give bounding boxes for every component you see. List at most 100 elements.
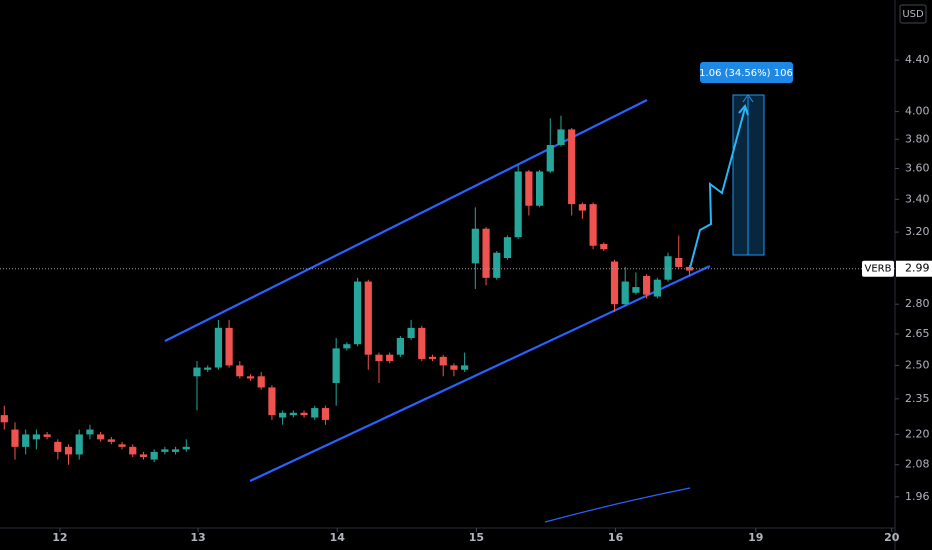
x-tick-label: 15 — [469, 531, 484, 544]
measure-arrow-head — [742, 94, 754, 103]
candle-body — [546, 144, 554, 172]
candle-body — [193, 367, 201, 377]
candle-body — [32, 434, 40, 440]
candle-body — [535, 171, 544, 206]
candle-body — [493, 252, 501, 278]
candle-body — [675, 258, 683, 267]
currency-box — [899, 4, 927, 24]
y-tick-label: 2.08 — [905, 458, 930, 471]
candle-body — [461, 365, 469, 370]
candle-body — [129, 446, 137, 455]
candle-body — [257, 376, 265, 388]
candle-body — [64, 446, 73, 455]
candle-body — [54, 441, 62, 452]
axes: 1.96 2.08 2.20 2.35 2.50 2.65 2.80 3.20 3.40 3.60… — [0, 53, 932, 544]
channel-lower — [249, 265, 711, 482]
candle-body — [643, 276, 651, 295]
candle-body — [161, 449, 169, 452]
candle-body — [450, 365, 458, 370]
measure-label: 1.06 (34.56%) 106 — [699, 68, 793, 79]
candle-body — [632, 287, 640, 293]
y-tick-label: 3.40 — [905, 192, 930, 205]
candle-body — [246, 376, 255, 379]
y-tick-label: 2.80 — [905, 297, 930, 310]
symbol-label: VERB — [865, 264, 892, 275]
candle-body — [214, 327, 222, 368]
candle-body — [236, 365, 244, 377]
candle-body — [557, 129, 565, 145]
candles — [0, 115, 694, 465]
candle-body — [150, 451, 158, 460]
candle-body — [22, 434, 30, 447]
candle-body — [204, 367, 212, 370]
y-tick-label: 4.00 — [905, 105, 930, 118]
candle-body — [621, 281, 629, 305]
candle-body — [118, 444, 126, 447]
candle-body — [578, 204, 586, 211]
candle-body — [685, 266, 694, 271]
x-tick-label: 13 — [190, 531, 205, 544]
moving-average — [544, 487, 691, 523]
measure-label-box — [700, 62, 793, 83]
candle-body — [75, 434, 83, 455]
currency: USD — [902, 9, 924, 20]
y-tick-label: 2.50 — [905, 358, 930, 371]
channel-upper — [164, 99, 648, 342]
candle-body — [418, 327, 426, 359]
candle-body — [396, 338, 404, 355]
x-tick-label: 14 — [330, 531, 346, 544]
candle-body — [514, 171, 522, 238]
y-tick-label: 4.40 — [905, 53, 930, 66]
y-tick-label: 2.65 — [905, 327, 930, 340]
y-tick-label: 1.96 — [905, 490, 930, 503]
y-tick-label: 2.35 — [905, 392, 930, 405]
candle-body — [43, 434, 51, 437]
candle-body — [482, 228, 490, 278]
symbol-box — [862, 260, 894, 277]
y-tick-label: 2.20 — [905, 427, 930, 440]
candle-body — [0, 415, 8, 423]
candle-body — [321, 408, 330, 420]
candle-body — [375, 354, 383, 362]
y-tick-label: 3.80 — [905, 132, 930, 145]
candle-body — [279, 412, 287, 418]
candle-body — [225, 327, 233, 366]
candle-body — [107, 439, 115, 442]
candle-body — [139, 454, 148, 457]
candle-body — [386, 354, 394, 362]
candle-body — [182, 446, 190, 450]
candle-body — [353, 281, 362, 345]
candle-body — [525, 171, 533, 206]
candle-body — [503, 237, 512, 259]
candle-body — [653, 279, 661, 297]
candle-body — [428, 356, 437, 359]
candle-body — [300, 412, 308, 416]
candle-body — [471, 228, 479, 264]
projection-path — [689, 104, 749, 269]
candle-body — [268, 387, 276, 416]
candle-body — [600, 244, 608, 250]
candle-body — [86, 429, 94, 435]
last-price-box — [896, 260, 932, 277]
x-tick-label: 19 — [748, 531, 763, 544]
x-tick-label: 16 — [608, 531, 624, 544]
candle-body — [171, 449, 180, 452]
candle-body — [664, 256, 672, 280]
candle-body — [332, 348, 340, 383]
candle-body — [11, 429, 19, 447]
x-tick-label: 20 — [884, 531, 900, 544]
y-tick-label: 3.20 — [905, 225, 930, 238]
candle-body — [343, 344, 351, 349]
candle-body — [311, 408, 319, 418]
candle-body — [97, 434, 105, 440]
candle-body — [407, 327, 415, 339]
last-price-label: 2.99 — [905, 262, 930, 275]
candle-body — [439, 356, 447, 366]
y-tick-label: 3.60 — [905, 161, 930, 174]
candle-body — [568, 129, 576, 205]
x-tick-label: 12 — [52, 531, 67, 544]
candle-body — [589, 204, 597, 246]
candle-body — [289, 412, 297, 416]
